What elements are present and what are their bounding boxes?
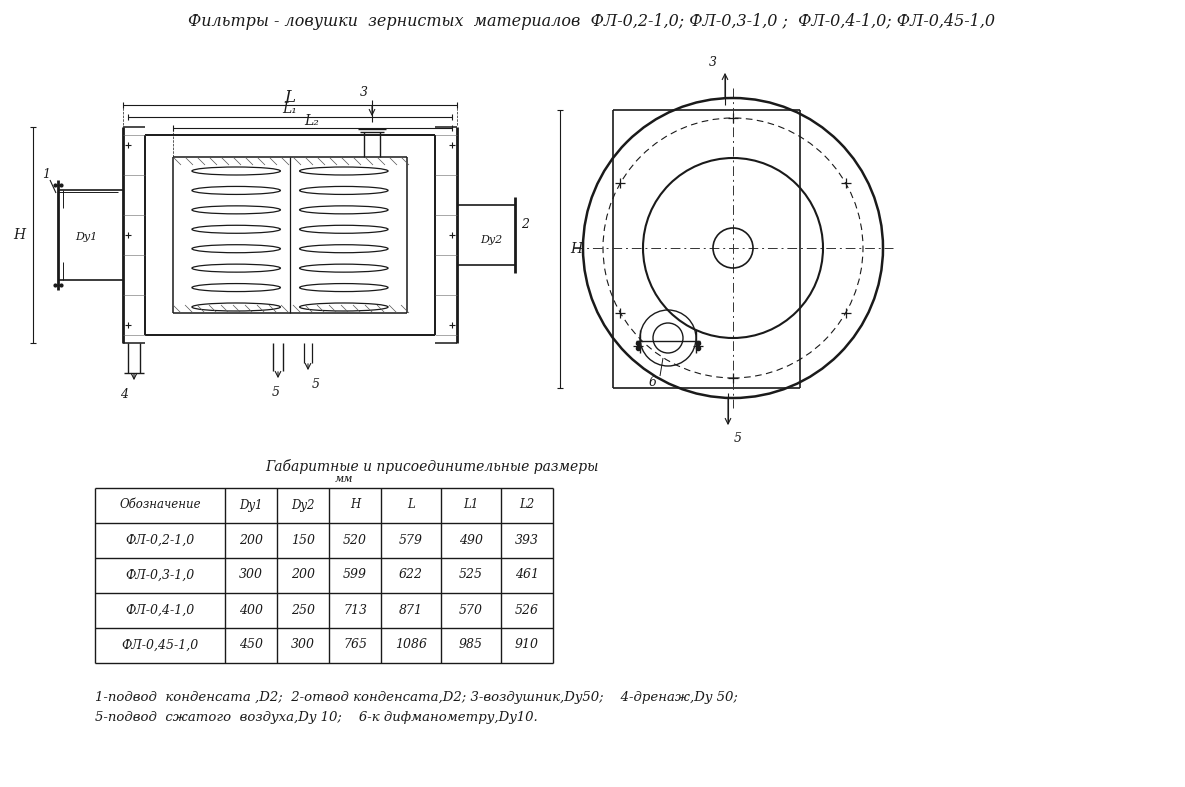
Text: Фильтры - ловушки  зернистых  материалов  ФЛ-0,2-1,0; ФЛ-0,3-1,0 ;  ФЛ-0,4-1,0; : Фильтры - ловушки зернистых материалов Ф… xyxy=(188,13,995,31)
Text: H: H xyxy=(570,242,582,256)
Text: мм: мм xyxy=(335,474,353,484)
Text: 400: 400 xyxy=(239,604,263,616)
Text: 490: 490 xyxy=(459,534,483,546)
Text: ФЛ-0,3-1,0: ФЛ-0,3-1,0 xyxy=(126,568,194,582)
Text: 871: 871 xyxy=(399,604,423,616)
Text: ФЛ-0,4-1,0: ФЛ-0,4-1,0 xyxy=(126,604,194,616)
Text: ФЛ-0,2-1,0: ФЛ-0,2-1,0 xyxy=(126,534,194,546)
Text: 713: 713 xyxy=(342,604,367,616)
Text: H: H xyxy=(13,228,25,242)
Text: L₁: L₁ xyxy=(282,102,297,116)
Text: Dy1: Dy1 xyxy=(239,498,263,512)
Text: 1: 1 xyxy=(41,168,50,182)
Text: Dy1: Dy1 xyxy=(75,232,97,242)
Text: Обозначение: Обозначение xyxy=(120,498,200,512)
Text: Габаритные и присоединительные размеры: Габаритные и присоединительные размеры xyxy=(265,459,598,474)
Text: 2: 2 xyxy=(521,219,529,231)
Text: L1: L1 xyxy=(463,498,479,512)
Text: 520: 520 xyxy=(342,534,367,546)
Text: 3: 3 xyxy=(709,56,717,68)
Text: 450: 450 xyxy=(239,638,263,652)
Text: 3: 3 xyxy=(360,87,369,99)
Text: 1086: 1086 xyxy=(395,638,427,652)
Text: 300: 300 xyxy=(239,568,263,582)
Text: 622: 622 xyxy=(399,568,423,582)
Text: 393: 393 xyxy=(515,534,539,546)
Text: 200: 200 xyxy=(292,568,315,582)
Text: 4: 4 xyxy=(120,389,128,401)
Text: 765: 765 xyxy=(342,638,367,652)
Text: 985: 985 xyxy=(459,638,483,652)
Text: 525: 525 xyxy=(459,568,483,582)
Text: 150: 150 xyxy=(292,534,315,546)
Text: L₂: L₂ xyxy=(305,114,320,128)
Text: 570: 570 xyxy=(459,604,483,616)
Text: 526: 526 xyxy=(515,604,539,616)
Text: L: L xyxy=(284,88,295,105)
Text: 250: 250 xyxy=(292,604,315,616)
Text: 200: 200 xyxy=(239,534,263,546)
Text: 6: 6 xyxy=(649,376,656,390)
Text: Dy2: Dy2 xyxy=(480,235,502,245)
Text: ФЛ-0,45-1,0: ФЛ-0,45-1,0 xyxy=(121,638,199,652)
Text: 300: 300 xyxy=(292,638,315,652)
Text: L: L xyxy=(408,498,415,512)
Text: Dy2: Dy2 xyxy=(292,498,315,512)
Text: 1-подвод  конденсата ,D2;  2-отвод конденсата,D2; 3-воздушник,Dy50;    4-дренаж,: 1-подвод конденсата ,D2; 2-отвод конденс… xyxy=(95,690,738,704)
Text: 579: 579 xyxy=(399,534,423,546)
Text: 599: 599 xyxy=(342,568,367,582)
Text: 5: 5 xyxy=(312,379,320,391)
Text: 5-подвод  сжатого  воздуха,Dy 10;    6-к дифманометру,Dy10.: 5-подвод сжатого воздуха,Dy 10; 6-к дифм… xyxy=(95,711,538,725)
Text: 910: 910 xyxy=(515,638,539,652)
Text: 5: 5 xyxy=(734,431,742,445)
Text: L2: L2 xyxy=(519,498,534,512)
Text: 5: 5 xyxy=(273,386,280,400)
Text: H: H xyxy=(350,498,360,512)
Text: 461: 461 xyxy=(515,568,539,582)
